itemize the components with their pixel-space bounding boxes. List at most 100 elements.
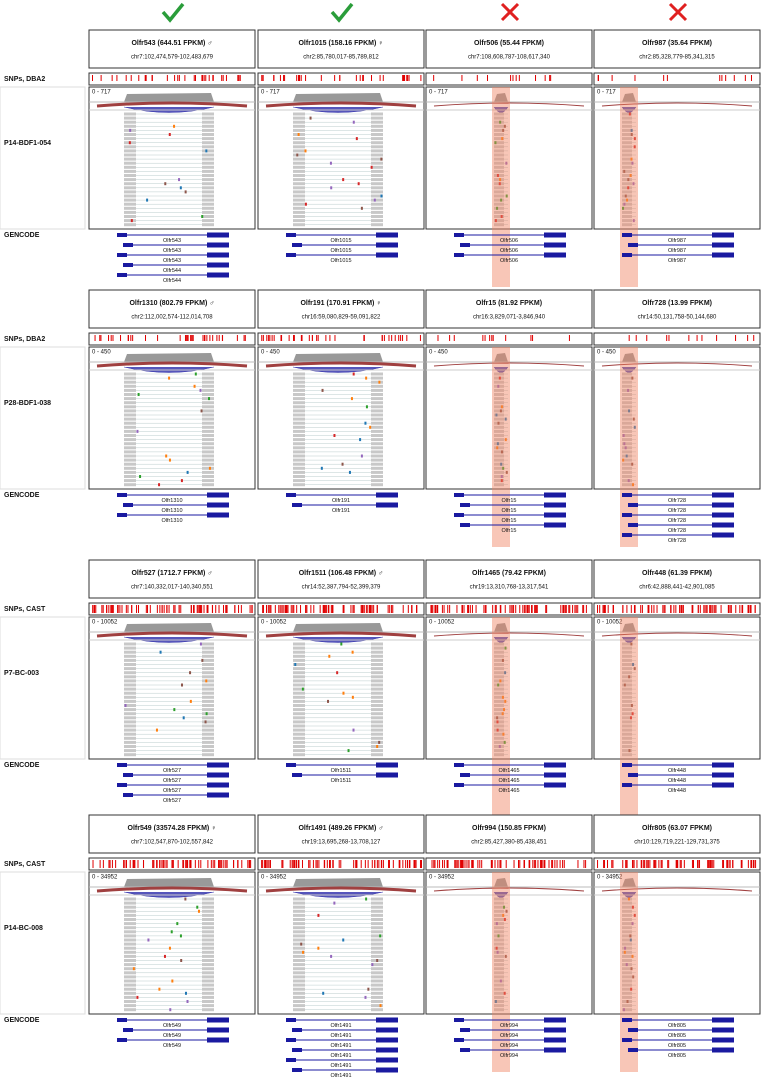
snp-tick	[342, 605, 344, 613]
read-block	[124, 442, 136, 446]
read-block	[202, 938, 214, 942]
mismatch	[630, 967, 633, 971]
mismatch	[330, 954, 333, 958]
snp-tick	[497, 860, 499, 868]
mismatch	[201, 215, 204, 218]
snp-tick	[99, 335, 101, 341]
read-block	[622, 913, 632, 917]
read-block	[202, 223, 214, 227]
read-block	[371, 466, 383, 470]
read-block	[494, 1004, 504, 1008]
read-block	[494, 963, 504, 967]
snp-tick	[697, 860, 699, 868]
snp-tick	[315, 860, 317, 868]
snp-tick	[504, 605, 506, 613]
read-block	[293, 425, 305, 429]
snp-tick	[707, 860, 709, 868]
mismatch	[179, 186, 182, 190]
mismatch	[180, 479, 183, 483]
mismatch	[501, 712, 504, 716]
snp-tick	[696, 335, 698, 341]
mismatch	[168, 458, 171, 462]
snp-tick	[442, 860, 444, 868]
snp-tick	[309, 860, 311, 868]
mismatch	[367, 987, 370, 991]
snp-tick	[697, 605, 699, 613]
read-block	[293, 128, 305, 132]
snp-tick	[373, 605, 375, 613]
snp-tick	[402, 605, 404, 613]
gene-exon	[207, 782, 229, 788]
gene-exon	[376, 762, 398, 768]
snp-tick	[329, 860, 331, 868]
mismatch	[500, 450, 503, 454]
mismatch	[365, 376, 368, 380]
junction-arc	[96, 361, 248, 368]
mismatch	[494, 141, 497, 145]
read-block	[293, 909, 305, 913]
read-block	[494, 922, 504, 926]
snp-tick	[190, 605, 192, 613]
snp-tick	[675, 860, 677, 868]
snp-tick	[513, 860, 515, 868]
gene-exon	[207, 1017, 229, 1023]
snp-tick	[199, 605, 201, 613]
reads-panel	[425, 871, 593, 1015]
snp-tick	[100, 75, 102, 81]
read-block	[622, 479, 632, 483]
snp-tick	[490, 860, 492, 868]
snp-tick	[206, 605, 208, 613]
snp-tick	[125, 605, 127, 613]
read-block	[622, 1008, 632, 1012]
snp-tick	[666, 75, 668, 81]
read-block	[202, 405, 214, 409]
snp-tick	[219, 860, 221, 868]
read-block	[293, 930, 305, 934]
read-block	[494, 967, 504, 971]
gene-label: Olfr549	[163, 1033, 181, 1039]
mismatch	[630, 704, 633, 707]
read-block	[124, 438, 136, 442]
snp-tick	[563, 860, 565, 868]
snp-tick	[463, 605, 465, 613]
read-block	[371, 699, 383, 703]
locus-title: Olfr994 (150.85 FPKM)	[472, 825, 546, 832]
snp-tick	[200, 860, 202, 868]
locus-title: Olfr506 (55.44 FPKM)	[474, 40, 544, 47]
snp-tick	[145, 335, 147, 341]
mismatch	[623, 169, 626, 173]
read-block	[371, 728, 383, 732]
read-block	[202, 671, 214, 675]
gene-exon	[622, 533, 632, 537]
gene-label: Olfr1491	[330, 1073, 351, 1079]
read-block	[124, 219, 136, 223]
snp-tick	[536, 605, 538, 613]
junction-arc	[265, 361, 417, 368]
read-block	[622, 145, 632, 149]
read-block	[622, 897, 632, 901]
gene-exon	[460, 523, 470, 527]
snp-tick	[221, 75, 223, 81]
snp-tick	[263, 860, 265, 868]
read-block	[494, 749, 504, 753]
snp-tick	[710, 605, 712, 613]
read-block	[293, 483, 305, 487]
snp-tick	[512, 75, 514, 81]
read-block	[371, 753, 383, 757]
mismatch	[627, 897, 630, 901]
read-block	[124, 198, 136, 202]
snp-tick	[599, 605, 601, 613]
snp-tick	[505, 335, 507, 341]
snp-tick	[729, 860, 731, 868]
read-block	[124, 983, 136, 987]
mismatch	[504, 671, 507, 675]
snp-tick	[489, 335, 491, 341]
read-block	[124, 650, 136, 654]
read-block	[494, 950, 504, 954]
reads-panel	[593, 616, 761, 760]
reads-panel	[593, 346, 761, 490]
locus-coords: chr16:3,829,071-3,846,940	[473, 315, 546, 321]
read-block	[124, 161, 136, 165]
snp-tick	[434, 860, 436, 868]
snp-tick	[195, 75, 197, 81]
